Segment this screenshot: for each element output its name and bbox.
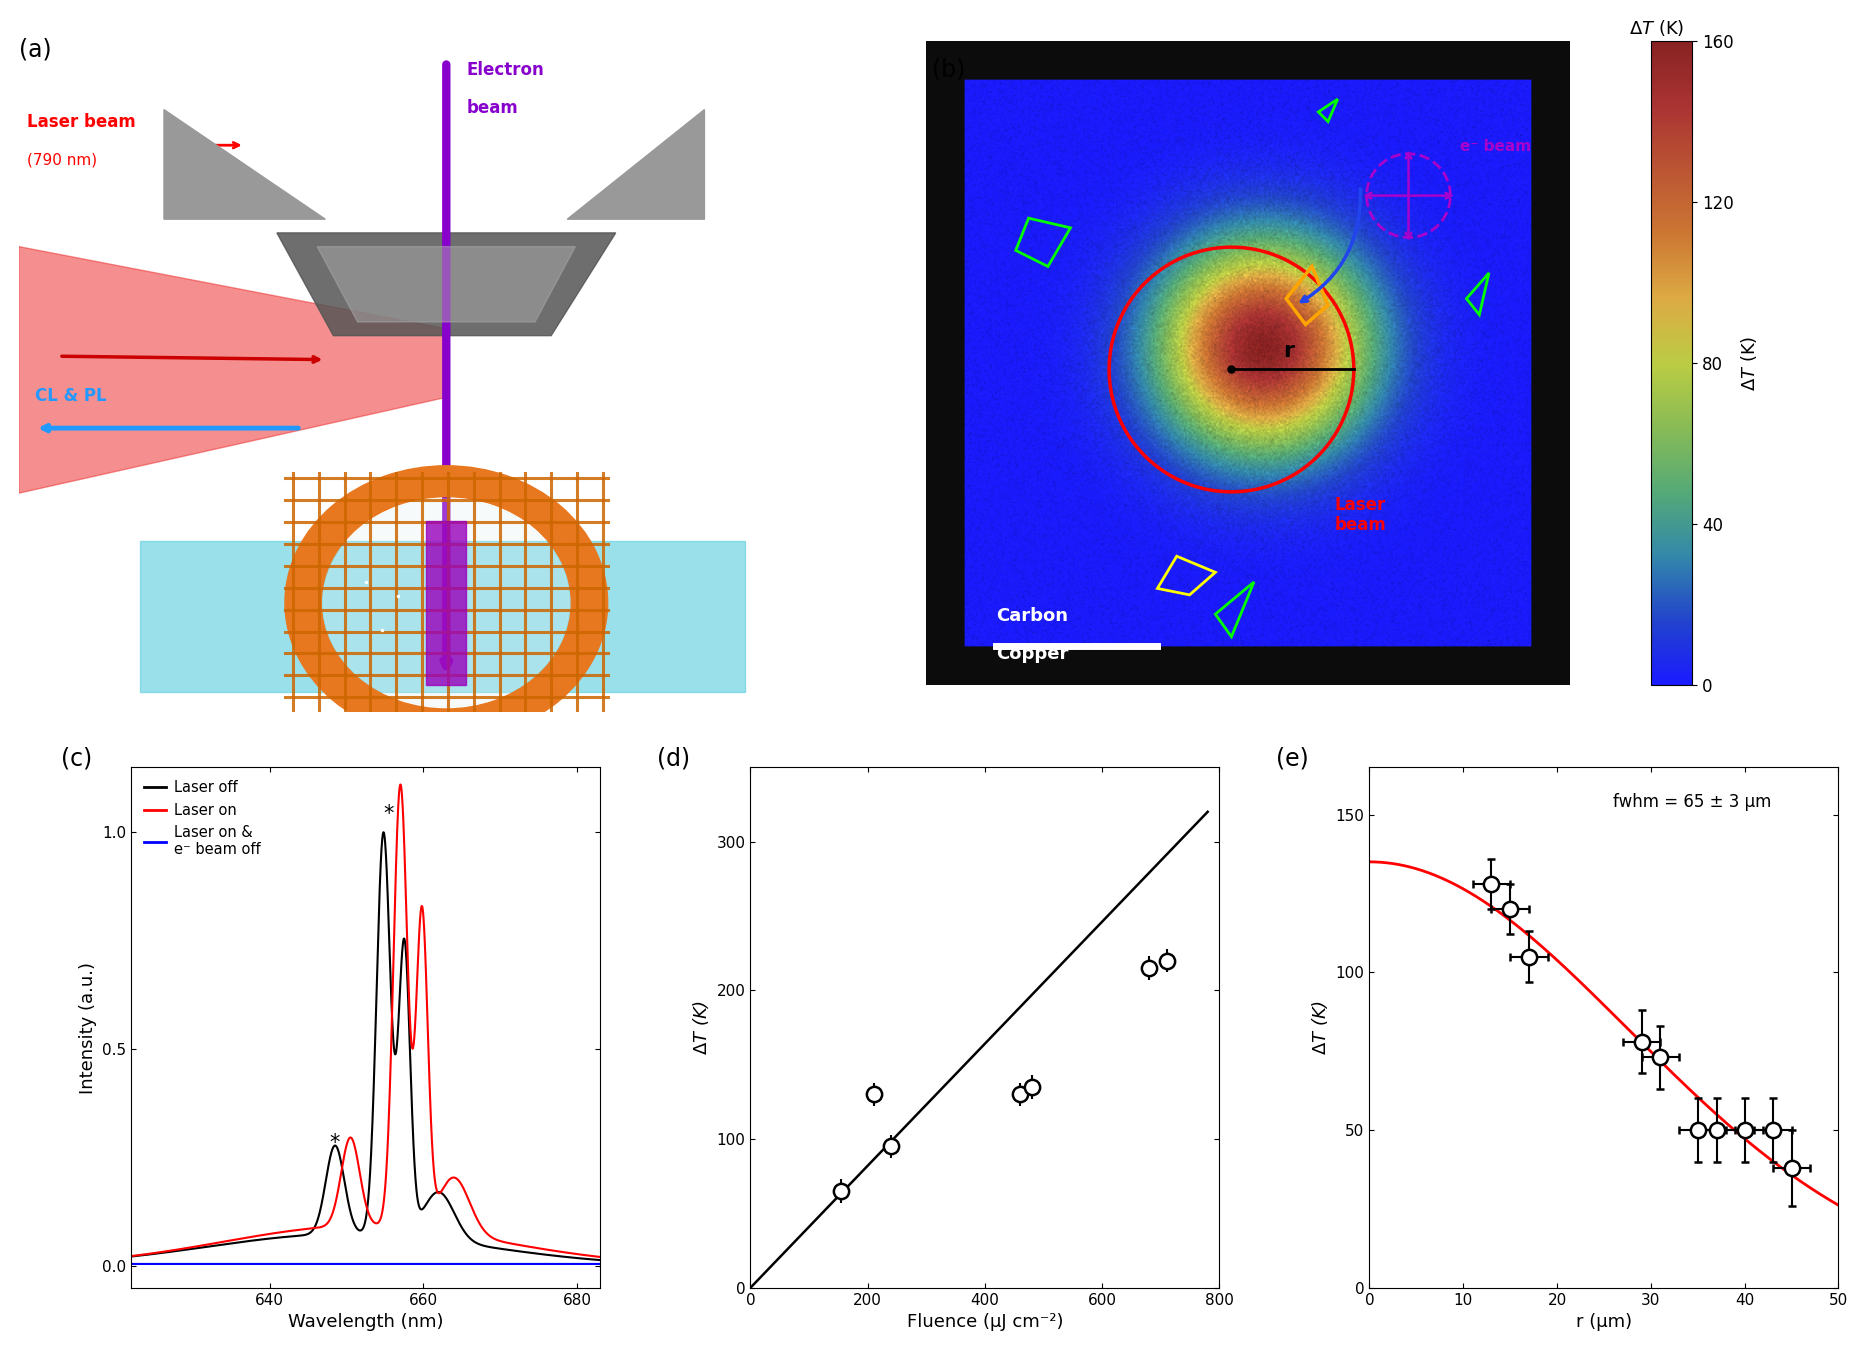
Polygon shape [278,233,615,336]
Text: r: r [1283,341,1294,360]
Text: *: * [385,804,394,823]
Text: $\Delta T$ (K): $\Delta T$ (K) [1628,18,1685,38]
Text: (d): (d) [657,747,690,770]
Text: (c): (c) [62,747,92,770]
Polygon shape [19,247,446,493]
Text: CL & PL: CL & PL [36,386,107,404]
X-axis label: r (μm): r (μm) [1576,1314,1632,1332]
Text: Electron: Electron [467,62,544,79]
Y-axis label: $\Delta T$ (K): $\Delta T$ (K) [690,1000,711,1055]
X-axis label: Fluence (μJ cm⁻²): Fluence (μJ cm⁻²) [906,1314,1064,1332]
Text: *: * [330,1133,340,1154]
Text: (a): (a) [19,38,51,62]
Y-axis label: Intensity (a.u.): Intensity (a.u.) [79,962,98,1093]
Bar [426,521,467,685]
X-axis label: Wavelength (nm): Wavelength (nm) [289,1314,443,1332]
Text: Laser
beam: Laser beam [1334,496,1386,534]
Y-axis label: $\Delta T$ (K): $\Delta T$ (K) [1309,1000,1330,1055]
Text: Copper: Copper [996,645,1069,663]
Text: (b): (b) [932,58,966,81]
Legend: Laser off, Laser on, Laser on &
e⁻ beam off: Laser off, Laser on, Laser on & e⁻ beam … [139,774,266,863]
Text: (790 nm): (790 nm) [26,152,98,167]
Polygon shape [567,110,704,219]
Text: e⁻ beam: e⁻ beam [1460,138,1531,153]
Text: fwhm = 65 ± 3 μm: fwhm = 65 ± 3 μm [1613,793,1771,811]
Polygon shape [317,247,576,322]
Text: Laser beam: Laser beam [26,112,135,130]
Bar [139,541,745,692]
Polygon shape [163,110,325,219]
Circle shape [325,499,568,707]
Text: beam: beam [467,99,518,116]
Y-axis label: $\Delta T$ (K): $\Delta T$ (K) [1739,336,1760,390]
Text: (e): (e) [1276,747,1308,770]
Text: Carbon: Carbon [996,607,1069,625]
